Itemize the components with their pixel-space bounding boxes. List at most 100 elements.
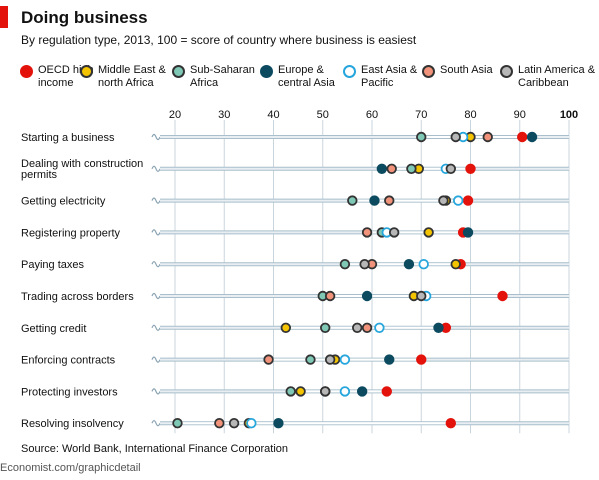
brand-red-bar bbox=[0, 6, 8, 28]
data-point bbox=[359, 258, 370, 270]
data-point bbox=[416, 290, 427, 302]
data-point bbox=[445, 418, 457, 429]
category-label-line: Trading across borders bbox=[21, 291, 134, 303]
category-label-line: Protecting investors bbox=[21, 386, 118, 398]
x-tick-label: 90 bbox=[514, 109, 526, 121]
category-label: Paying taxes bbox=[21, 259, 84, 271]
x-tick-label: 80 bbox=[464, 109, 476, 121]
legend-swatch bbox=[343, 65, 356, 78]
data-point bbox=[320, 322, 331, 334]
data-point bbox=[246, 418, 257, 429]
legend-item-3: Europe & central Asia bbox=[260, 64, 358, 90]
data-point bbox=[263, 354, 274, 365]
category-label-line: Dealing with construction bbox=[21, 158, 143, 170]
data-point bbox=[324, 290, 336, 302]
axis-break-squiggle bbox=[151, 356, 161, 363]
data-point bbox=[462, 195, 474, 206]
data-point bbox=[416, 131, 427, 143]
legend-label: East Asia & Pacific bbox=[361, 64, 418, 89]
category-label-line: Starting a business bbox=[21, 132, 115, 144]
page-title: Doing business bbox=[21, 8, 148, 27]
data-point bbox=[352, 322, 363, 334]
category-label: Trading across borders bbox=[21, 291, 134, 303]
x-tick-label: 100 bbox=[560, 109, 578, 121]
category-label: Getting electricity bbox=[21, 196, 106, 208]
x-tick-label: 20 bbox=[169, 109, 181, 121]
legend-swatch bbox=[260, 65, 273, 78]
axis-break-squiggle bbox=[151, 261, 161, 268]
x-tick-label: 60 bbox=[366, 109, 378, 121]
data-point bbox=[388, 227, 400, 238]
category-label: Resolving insolvency bbox=[21, 418, 124, 430]
data-point bbox=[418, 258, 429, 270]
category-label: Dealing with construction permits bbox=[21, 158, 143, 181]
category-label-line: permits bbox=[21, 169, 58, 181]
x-tick-label: 40 bbox=[267, 109, 279, 121]
legend-label: South Asia bbox=[440, 64, 493, 76]
footer-url: Economist.com/graphicdetail bbox=[0, 462, 141, 474]
data-point bbox=[452, 195, 464, 206]
data-point bbox=[324, 354, 336, 365]
category-label: Starting a business bbox=[21, 132, 115, 144]
dot-plot-chart: 20 30 40 50 60 70 80 90 100 Starting a business De… bbox=[21, 109, 578, 434]
data-point bbox=[361, 322, 373, 334]
category-label: Protecting investors bbox=[21, 386, 118, 398]
category-label-line: Resolving insolvency bbox=[21, 418, 124, 430]
category-label: Registering property bbox=[21, 227, 121, 239]
legend-label: Europe & central Asia bbox=[278, 64, 335, 89]
category-label-line: Enforcing contracts bbox=[21, 355, 116, 367]
data-point bbox=[369, 195, 380, 206]
axis-break-squiggle bbox=[151, 420, 161, 427]
x-tick-label: 30 bbox=[218, 109, 230, 121]
legend-swatch bbox=[500, 65, 513, 78]
data-point bbox=[172, 418, 183, 429]
legend-item-0: OECD high income bbox=[20, 64, 118, 90]
data-point bbox=[450, 258, 461, 270]
data-point bbox=[406, 163, 417, 175]
data-point bbox=[384, 354, 395, 365]
legend-item-5: South Asia bbox=[422, 64, 520, 78]
legend-swatch bbox=[172, 65, 185, 78]
legend-item-6: Latin America & Caribbean bbox=[500, 64, 598, 90]
axis-break-squiggle bbox=[151, 324, 161, 331]
data-point bbox=[273, 418, 284, 429]
data-point bbox=[339, 258, 351, 270]
category-label-line: Registering property bbox=[21, 227, 121, 239]
data-point bbox=[376, 163, 388, 175]
axis-break-squiggle bbox=[151, 292, 161, 300]
x-tick-label: 50 bbox=[317, 109, 329, 121]
data-point bbox=[295, 386, 306, 397]
legend-label: Sub-Saharan Africa bbox=[190, 64, 255, 89]
data-point bbox=[438, 195, 449, 206]
data-point bbox=[403, 258, 415, 270]
data-point bbox=[361, 227, 373, 238]
data-point bbox=[386, 163, 397, 175]
axis-break-squiggle bbox=[151, 165, 161, 172]
data-point bbox=[381, 386, 392, 397]
category-label-line: Getting electricity bbox=[21, 196, 106, 208]
data-point bbox=[482, 131, 493, 143]
category-label: Enforcing contracts bbox=[21, 355, 116, 367]
data-point bbox=[384, 195, 395, 206]
legend-swatch bbox=[80, 65, 93, 78]
legend-swatch bbox=[422, 65, 435, 78]
category-label-line: Paying taxes bbox=[21, 259, 84, 271]
data-point bbox=[445, 163, 457, 175]
data-point bbox=[361, 290, 373, 302]
legend-swatch bbox=[20, 65, 33, 78]
axis-break-squiggle bbox=[151, 133, 161, 141]
category-label-line: Getting credit bbox=[21, 323, 86, 335]
data-point bbox=[339, 386, 351, 397]
page-subtitle: By regulation type, 2013, 100 = score of… bbox=[21, 33, 417, 47]
axis-break-squiggle bbox=[151, 229, 161, 236]
data-point bbox=[416, 354, 427, 365]
chart-legend: OECD high income Middle East & north Afri… bbox=[0, 60, 599, 110]
data-point bbox=[433, 322, 444, 334]
data-point bbox=[214, 418, 225, 429]
legend-label: Latin America & Caribbean bbox=[518, 64, 596, 89]
data-point bbox=[347, 195, 358, 206]
data-point bbox=[462, 227, 474, 238]
data-point bbox=[450, 131, 461, 143]
data-point bbox=[339, 354, 351, 365]
data-point bbox=[374, 322, 385, 334]
